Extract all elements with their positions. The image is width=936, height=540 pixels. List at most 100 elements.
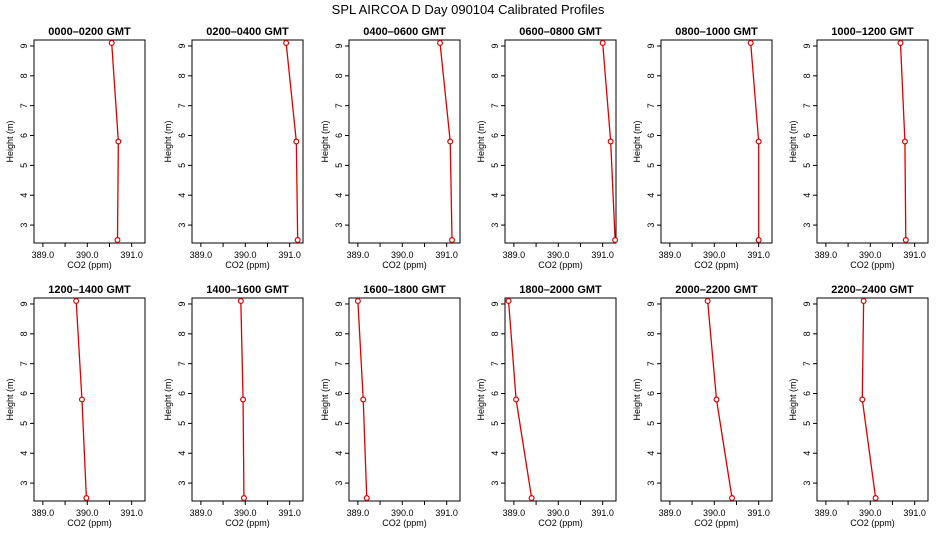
data-point: [240, 495, 247, 502]
panel-title: 1600–1800 GMT: [363, 284, 446, 296]
panel-title: 1400–1600 GMT: [206, 284, 289, 296]
data-point: [73, 297, 80, 304]
y-axis-label: Height (m): [632, 378, 642, 420]
x-tick-label: 390.0: [703, 508, 726, 518]
y-tick-label: 4: [334, 193, 344, 198]
y-axis-label: Height (m): [476, 378, 486, 420]
y-tick-label: 7: [177, 361, 187, 366]
data-point: [283, 39, 290, 46]
y-tick-label: 4: [19, 193, 29, 198]
data-point: [447, 138, 454, 145]
y-tick-label: 7: [177, 103, 187, 108]
panel: 1200–1400 GMT 389.0 390.0 391.0 3 4 5 6 7 8 9 CO2 (…: [5, 284, 146, 528]
y-tick-label: 3: [646, 223, 656, 228]
plot-frame: [660, 39, 773, 244]
y-tick-label: 8: [802, 331, 812, 336]
y-tick-label: 4: [334, 451, 344, 456]
x-tick-label: 389.0: [659, 508, 682, 518]
x-tick-label: 390.0: [234, 250, 257, 260]
x-axis-label: CO2 (ppm): [382, 260, 427, 270]
x-tick-label: 391.0: [278, 508, 301, 518]
y-tick-label: 3: [19, 481, 29, 486]
plot-frame: [816, 39, 929, 244]
y-tick-label: 9: [177, 301, 187, 306]
panel: 0800–1000 GMT 389.0 390.0 391.0 3 4 5 6 7 8 9 CO2 (…: [632, 26, 773, 270]
panel-title: 1200–1400 GMT: [48, 284, 131, 296]
x-tick-label: 389.0: [190, 250, 213, 260]
panel-title: 1800–2000 GMT: [519, 284, 602, 296]
data-point: [704, 297, 711, 304]
x-axis-label: CO2 (ppm): [850, 260, 895, 270]
x-axis-label: CO2 (ppm): [67, 518, 112, 528]
y-tick-label: 4: [646, 451, 656, 456]
y-tick-label: 3: [802, 481, 812, 486]
y-axis-label: Height (m): [163, 378, 173, 420]
plot-frame: [191, 297, 304, 502]
y-axis-label: Height (m): [320, 120, 330, 162]
y-axis-label: Height (m): [632, 120, 642, 162]
x-tick-label: 391.0: [747, 508, 770, 518]
y-tick-label: 5: [490, 163, 500, 168]
data-point: [240, 396, 247, 403]
x-tick-label: 391.0: [120, 250, 143, 260]
x-tick-label: 391.0: [278, 250, 301, 260]
plot-frame: [348, 297, 461, 502]
panel: 2200–2400 GMT 389.0 390.0 391.0 3 4 5 6 7 8 9 CO2 (…: [788, 284, 929, 528]
y-tick-label: 4: [490, 193, 500, 198]
y-tick-label: 9: [646, 301, 656, 306]
y-axis-label: Height (m): [476, 120, 486, 162]
plot-frame: [348, 39, 461, 244]
data-point: [363, 495, 370, 502]
data-point: [115, 138, 122, 145]
data-point: [505, 297, 512, 304]
data-point: [449, 237, 456, 244]
panel: 0200–0400 GMT 389.0 390.0 391.0 3 4 5 6 7 8 9 CO2 (…: [163, 26, 304, 270]
data-point: [755, 138, 762, 145]
y-tick-label: 5: [646, 163, 656, 168]
panel-title: 2000–2200 GMT: [675, 284, 758, 296]
plot-frame: [504, 297, 617, 502]
y-tick-label: 6: [177, 133, 187, 138]
x-tick-label: 391.0: [435, 250, 458, 260]
y-tick-label: 4: [802, 193, 812, 198]
data-point: [859, 396, 866, 403]
y-tick-label: 7: [490, 103, 500, 108]
x-tick-label: 390.0: [703, 250, 726, 260]
x-tick-label: 390.0: [859, 508, 882, 518]
x-tick-label: 391.0: [591, 508, 614, 518]
data-point: [897, 39, 904, 46]
plot-frame: [33, 39, 146, 244]
y-tick-label: 8: [490, 73, 500, 78]
x-tick-label: 389.0: [815, 250, 838, 260]
x-tick-label: 389.0: [503, 250, 526, 260]
data-point: [294, 237, 301, 244]
y-axis-label: Height (m): [788, 378, 798, 420]
y-tick-label: 8: [802, 73, 812, 78]
y-tick-label: 9: [19, 301, 29, 306]
y-tick-label: 4: [646, 193, 656, 198]
x-axis-label: CO2 (ppm): [538, 518, 583, 528]
x-tick-label: 390.0: [76, 250, 99, 260]
panel: 1400–1600 GMT 389.0 390.0 391.0 3 4 5 6 7 8 9 CO2 (…: [163, 284, 304, 528]
y-tick-label: 5: [802, 421, 812, 426]
y-tick-label: 6: [646, 133, 656, 138]
panel-title: 1000–1200 GMT: [831, 26, 914, 38]
y-tick-label: 3: [490, 481, 500, 486]
panel: 2000–2200 GMT 389.0 390.0 391.0 3 4 5 6 7 8 9 CO2 (…: [632, 284, 773, 528]
y-tick-label: 5: [334, 421, 344, 426]
y-tick-label: 3: [646, 481, 656, 486]
data-point: [713, 396, 720, 403]
panel-title: 2200–2400 GMT: [831, 284, 914, 296]
plot-frame: [816, 297, 929, 502]
y-tick-label: 6: [646, 391, 656, 396]
y-tick-label: 8: [19, 331, 29, 336]
y-tick-label: 7: [646, 361, 656, 366]
data-point: [437, 39, 444, 46]
y-tick-label: 6: [802, 391, 812, 396]
x-tick-label: 391.0: [903, 508, 926, 518]
y-axis-label: Height (m): [320, 378, 330, 420]
y-tick-label: 5: [646, 421, 656, 426]
y-tick-label: 9: [19, 43, 29, 48]
data-point: [612, 237, 619, 244]
